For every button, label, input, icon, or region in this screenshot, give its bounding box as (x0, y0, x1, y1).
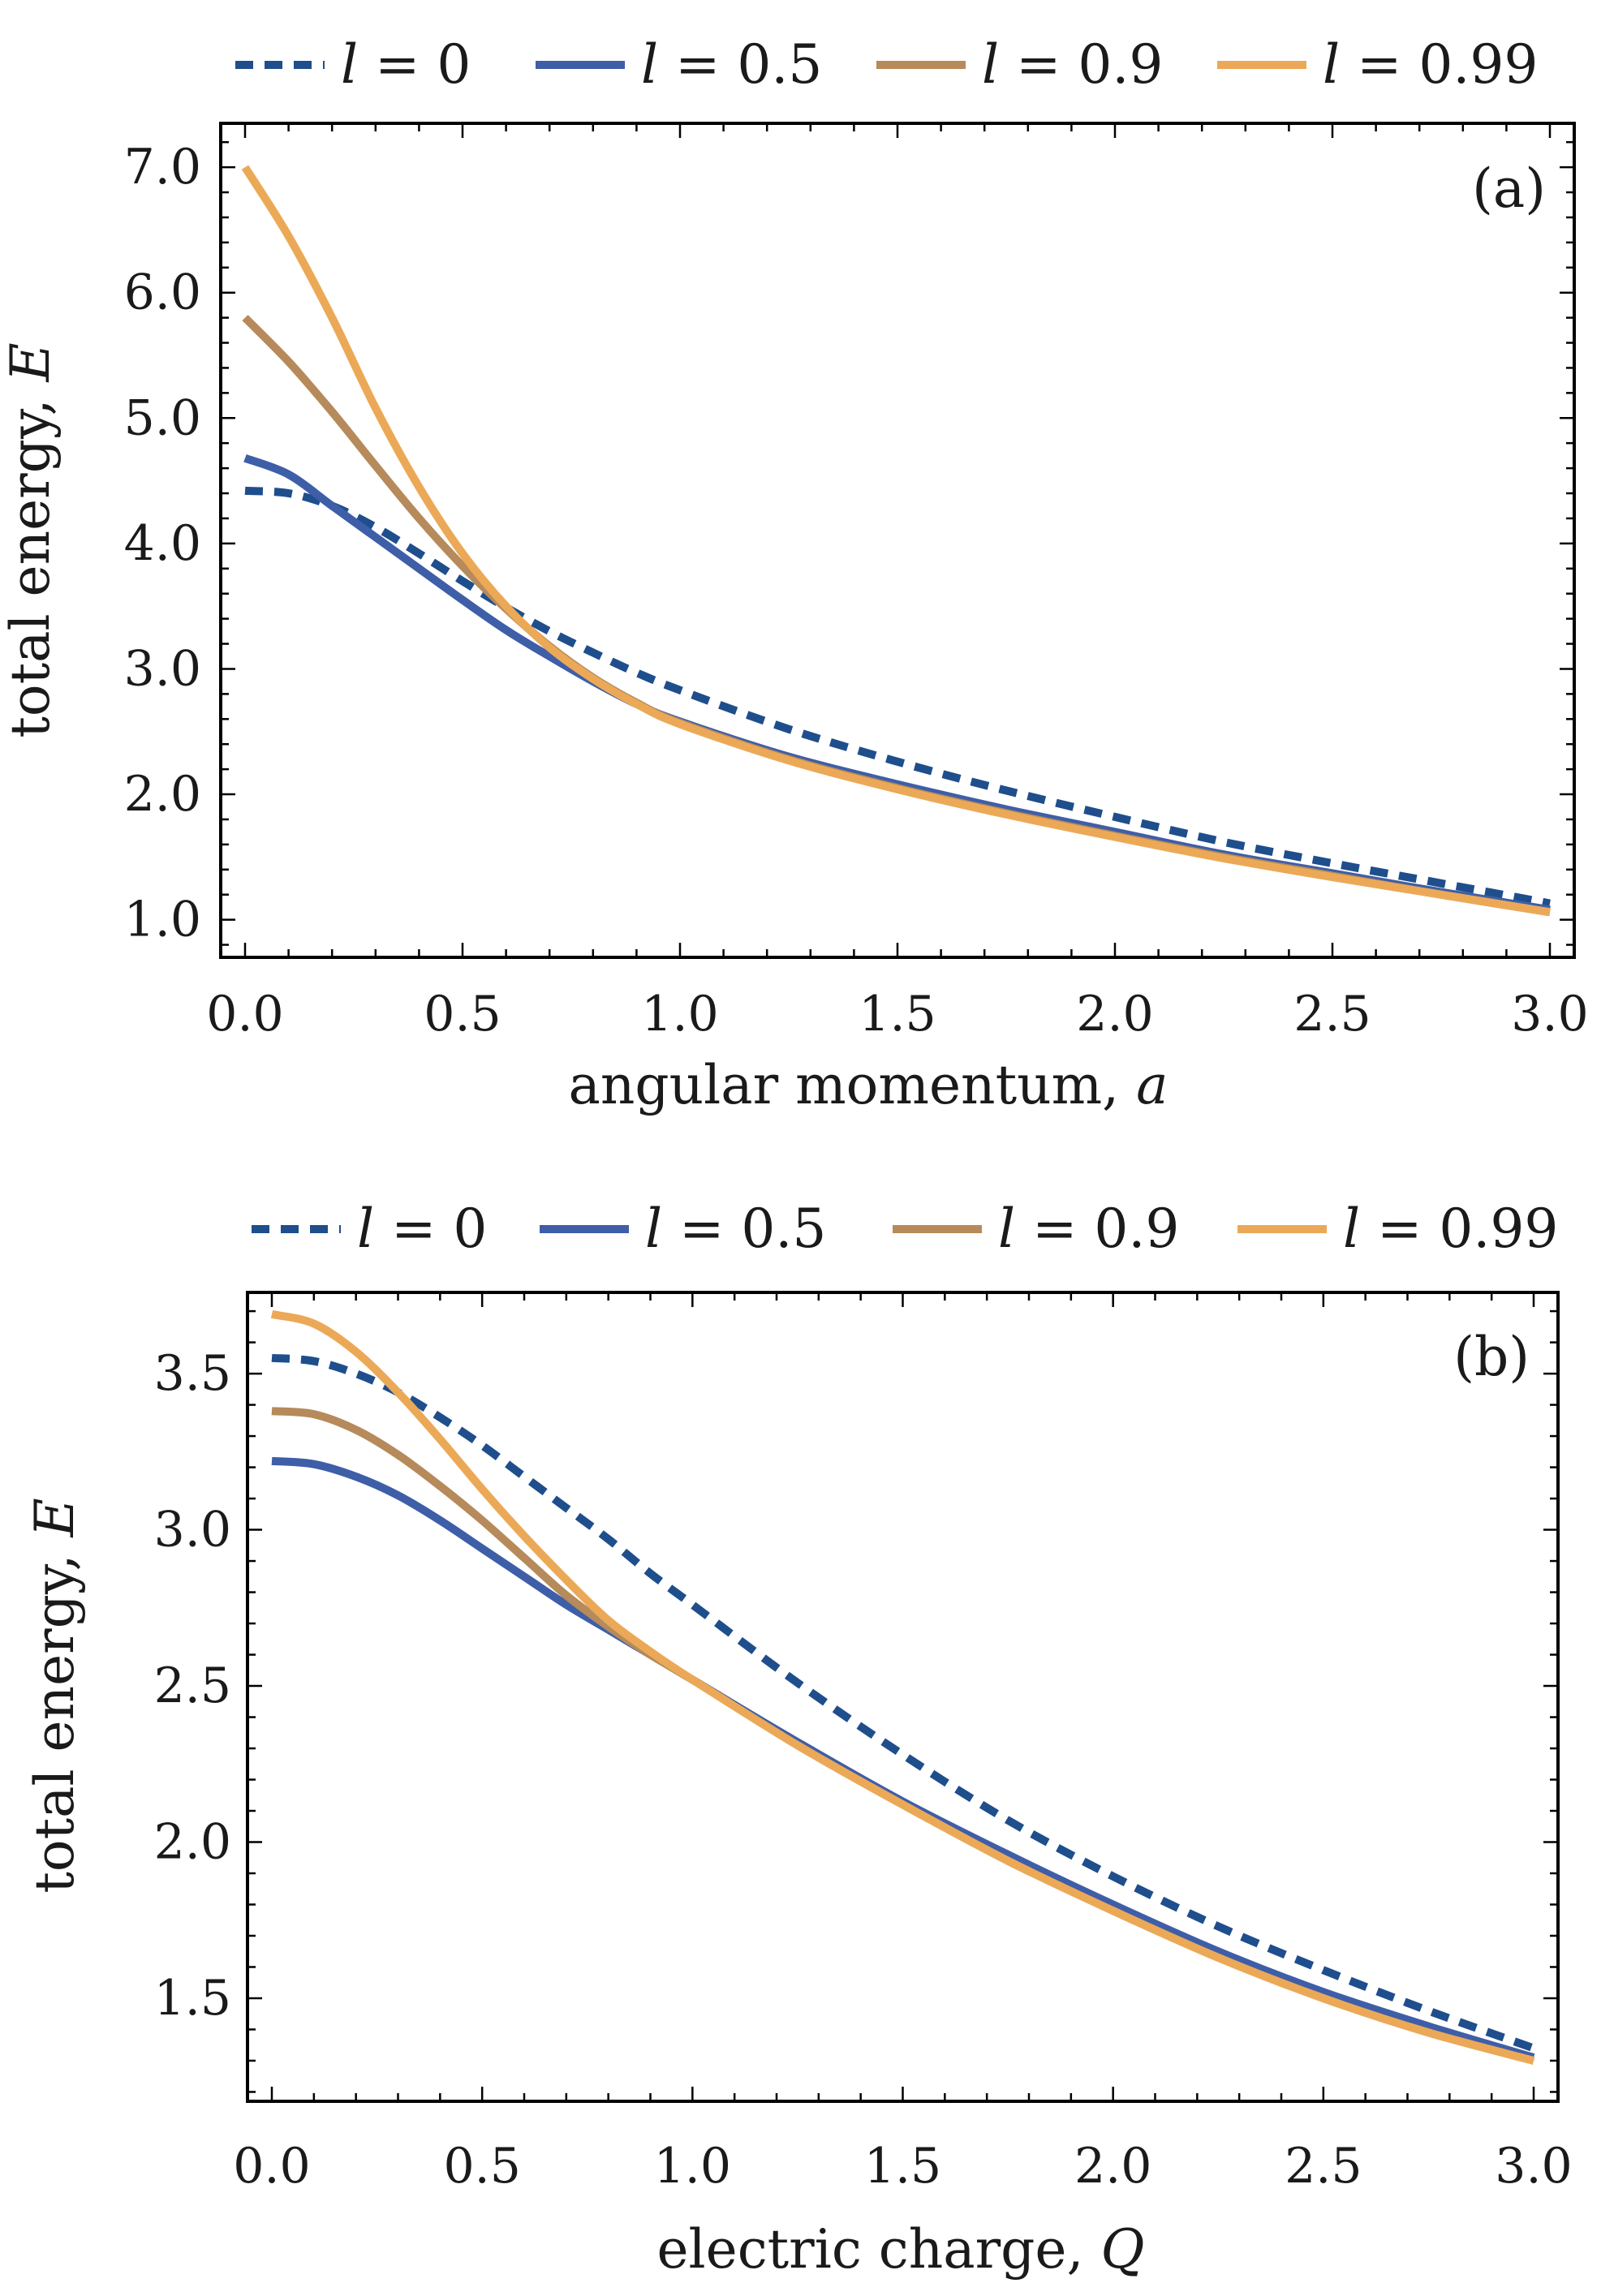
legend-value: = 0.9 (999, 33, 1163, 96)
x-tick-label: 2.5 (1285, 2138, 1362, 2195)
legend-label-2: l = 0.9 (982, 33, 1163, 96)
y-axis-title-var: E (24, 1498, 86, 1537)
x-axis-title: angular momentum, a (569, 1054, 1169, 1116)
legend-value: = 0.99 (1340, 33, 1538, 96)
x-tick-label: 2.5 (1293, 986, 1371, 1043)
series-line-2 (271, 1407, 1535, 2065)
legend-value: = 0.5 (662, 1197, 826, 1260)
y-tick-label: 3.0 (154, 1502, 231, 1559)
y-tick-label: 2.5 (154, 1658, 231, 1714)
x-tick-label: 2.0 (1076, 986, 1153, 1043)
y-axis-title-text: total energy, (0, 382, 62, 738)
legend-label-0: l = 0 (341, 33, 471, 96)
series-line-3 (241, 165, 1551, 917)
panel-b: 0.0 0.5 1.0 1.5 2.0 2.5 3.0 1.5 2.0 2.5 3.0 3.5 (b) l… (24, 1197, 1573, 2281)
plot-frame (219, 122, 1576, 959)
legend-var: l (998, 1197, 1015, 1260)
legend-var: l (341, 33, 358, 96)
x-tick-label: 1.5 (864, 2138, 941, 2195)
y-tick-label: 1.5 (154, 1970, 231, 2027)
x-axis-title: electric charge, Q (656, 2218, 1144, 2281)
x-tick-label: 1.0 (654, 2138, 731, 2195)
x-tick-label: 2.0 (1074, 2138, 1151, 2195)
y-tick-label: 2.0 (124, 766, 201, 823)
legend-label-1: l = 0.5 (645, 1197, 826, 1260)
y-axis-title-text: total energy, (24, 1537, 86, 1894)
legend-value: = 0 (358, 33, 471, 96)
x-tick-label: 3.0 (1511, 986, 1588, 1043)
x-axis-title-var: a (1136, 1054, 1168, 1116)
y-tick-label: 5.0 (124, 389, 201, 446)
legend-var: l (1343, 1197, 1360, 1260)
y-tick-label: 3.5 (154, 1345, 231, 1402)
legend-value: = 0 (374, 1197, 487, 1260)
legend-value: = 0.9 (1015, 1197, 1179, 1260)
legend-label-0: l = 0 (357, 1197, 487, 1260)
legend-var: l (645, 1197, 662, 1260)
y-tick-label: 3.0 (124, 640, 201, 697)
y-tick-label: 2.0 (154, 1813, 231, 1870)
x-axis-title-text: angular momentum, (569, 1054, 1137, 1116)
x-axis-title-text: electric charge, (656, 2218, 1100, 2281)
legend-var: l (982, 33, 999, 96)
legend-value: = 0.99 (1360, 1197, 1558, 1260)
panel-a: 0.0 0.5 1.0 1.5 2.0 2.5 3.0 1.0 2.0 3.0 4.0 5.0 6.0 7… (0, 33, 1589, 1116)
legend-label-3: l = 0.99 (1323, 33, 1538, 96)
y-axis-title: total energy, E (24, 1498, 86, 1893)
legend-label-1: l = 0.5 (641, 33, 822, 96)
legend-label-2: l = 0.9 (998, 1197, 1179, 1260)
series-line-0 (271, 1353, 1535, 2053)
y-axis-title: total energy, E (0, 342, 62, 737)
series-line-1 (271, 1456, 1535, 2062)
legend-value: = 0.5 (658, 33, 822, 96)
legend-var: l (641, 33, 658, 96)
y-tick-label: 7.0 (124, 139, 201, 196)
y-tick-label: 6.0 (124, 264, 201, 321)
y-axis-title-var: E (0, 342, 62, 382)
x-tick-label: 0.0 (233, 2138, 310, 2195)
series-line-2 (242, 315, 1551, 917)
y-tick-label: 1.0 (124, 892, 201, 948)
legend-var: l (1323, 33, 1340, 96)
panel-tag: (b) (1453, 1326, 1530, 1388)
x-tick-label: 1.5 (859, 986, 936, 1043)
series-line-0 (244, 486, 1551, 908)
plot-frame (246, 1291, 1560, 2103)
x-tick-label: 3.0 (1495, 2138, 1572, 2195)
x-tick-label: 0.5 (424, 986, 501, 1043)
panel-tag: (a) (1472, 157, 1546, 220)
x-tick-label: 0.0 (206, 986, 283, 1043)
x-tick-label: 0.5 (443, 2138, 520, 2195)
series-line-3 (270, 1309, 1535, 2065)
y-tick-label: 4.0 (124, 515, 201, 572)
x-tick-label: 1.0 (641, 986, 718, 1043)
legend-var: l (357, 1197, 374, 1260)
x-axis-title-var: Q (1100, 2218, 1144, 2281)
legend-label-3: l = 0.99 (1343, 1197, 1558, 1260)
